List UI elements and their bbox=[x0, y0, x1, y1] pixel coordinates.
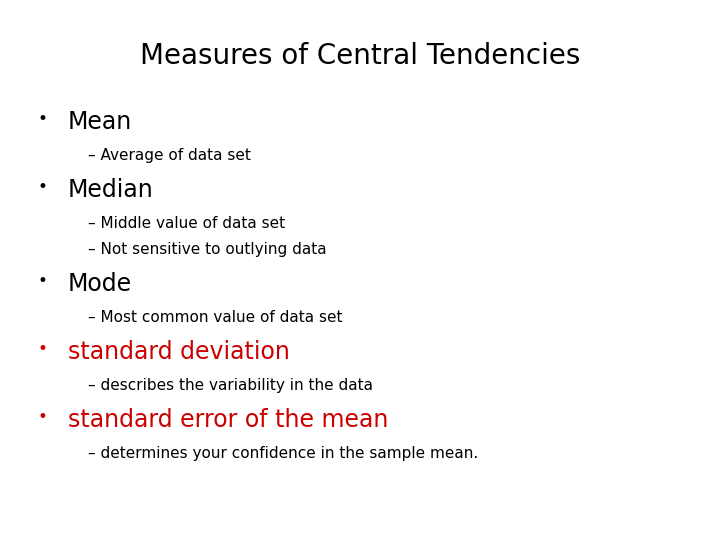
Text: •: • bbox=[38, 408, 48, 426]
Text: – Average of data set: – Average of data set bbox=[88, 148, 251, 163]
Text: Measures of Central Tendencies: Measures of Central Tendencies bbox=[140, 42, 580, 70]
Text: standard error of the mean: standard error of the mean bbox=[68, 408, 388, 432]
Text: Mode: Mode bbox=[68, 272, 132, 296]
Text: – Middle value of data set: – Middle value of data set bbox=[88, 216, 285, 231]
Text: •: • bbox=[38, 340, 48, 358]
Text: •: • bbox=[38, 178, 48, 196]
Text: Mean: Mean bbox=[68, 110, 132, 134]
Text: – Most common value of data set: – Most common value of data set bbox=[88, 310, 343, 325]
Text: Median: Median bbox=[68, 178, 154, 202]
Text: – determines your confidence in the sample mean.: – determines your confidence in the samp… bbox=[88, 446, 478, 461]
Text: •: • bbox=[38, 110, 48, 128]
Text: – describes the variability in the data: – describes the variability in the data bbox=[88, 378, 373, 393]
Text: •: • bbox=[38, 272, 48, 290]
Text: standard deviation: standard deviation bbox=[68, 340, 290, 364]
Text: – Not sensitive to outlying data: – Not sensitive to outlying data bbox=[88, 242, 327, 257]
